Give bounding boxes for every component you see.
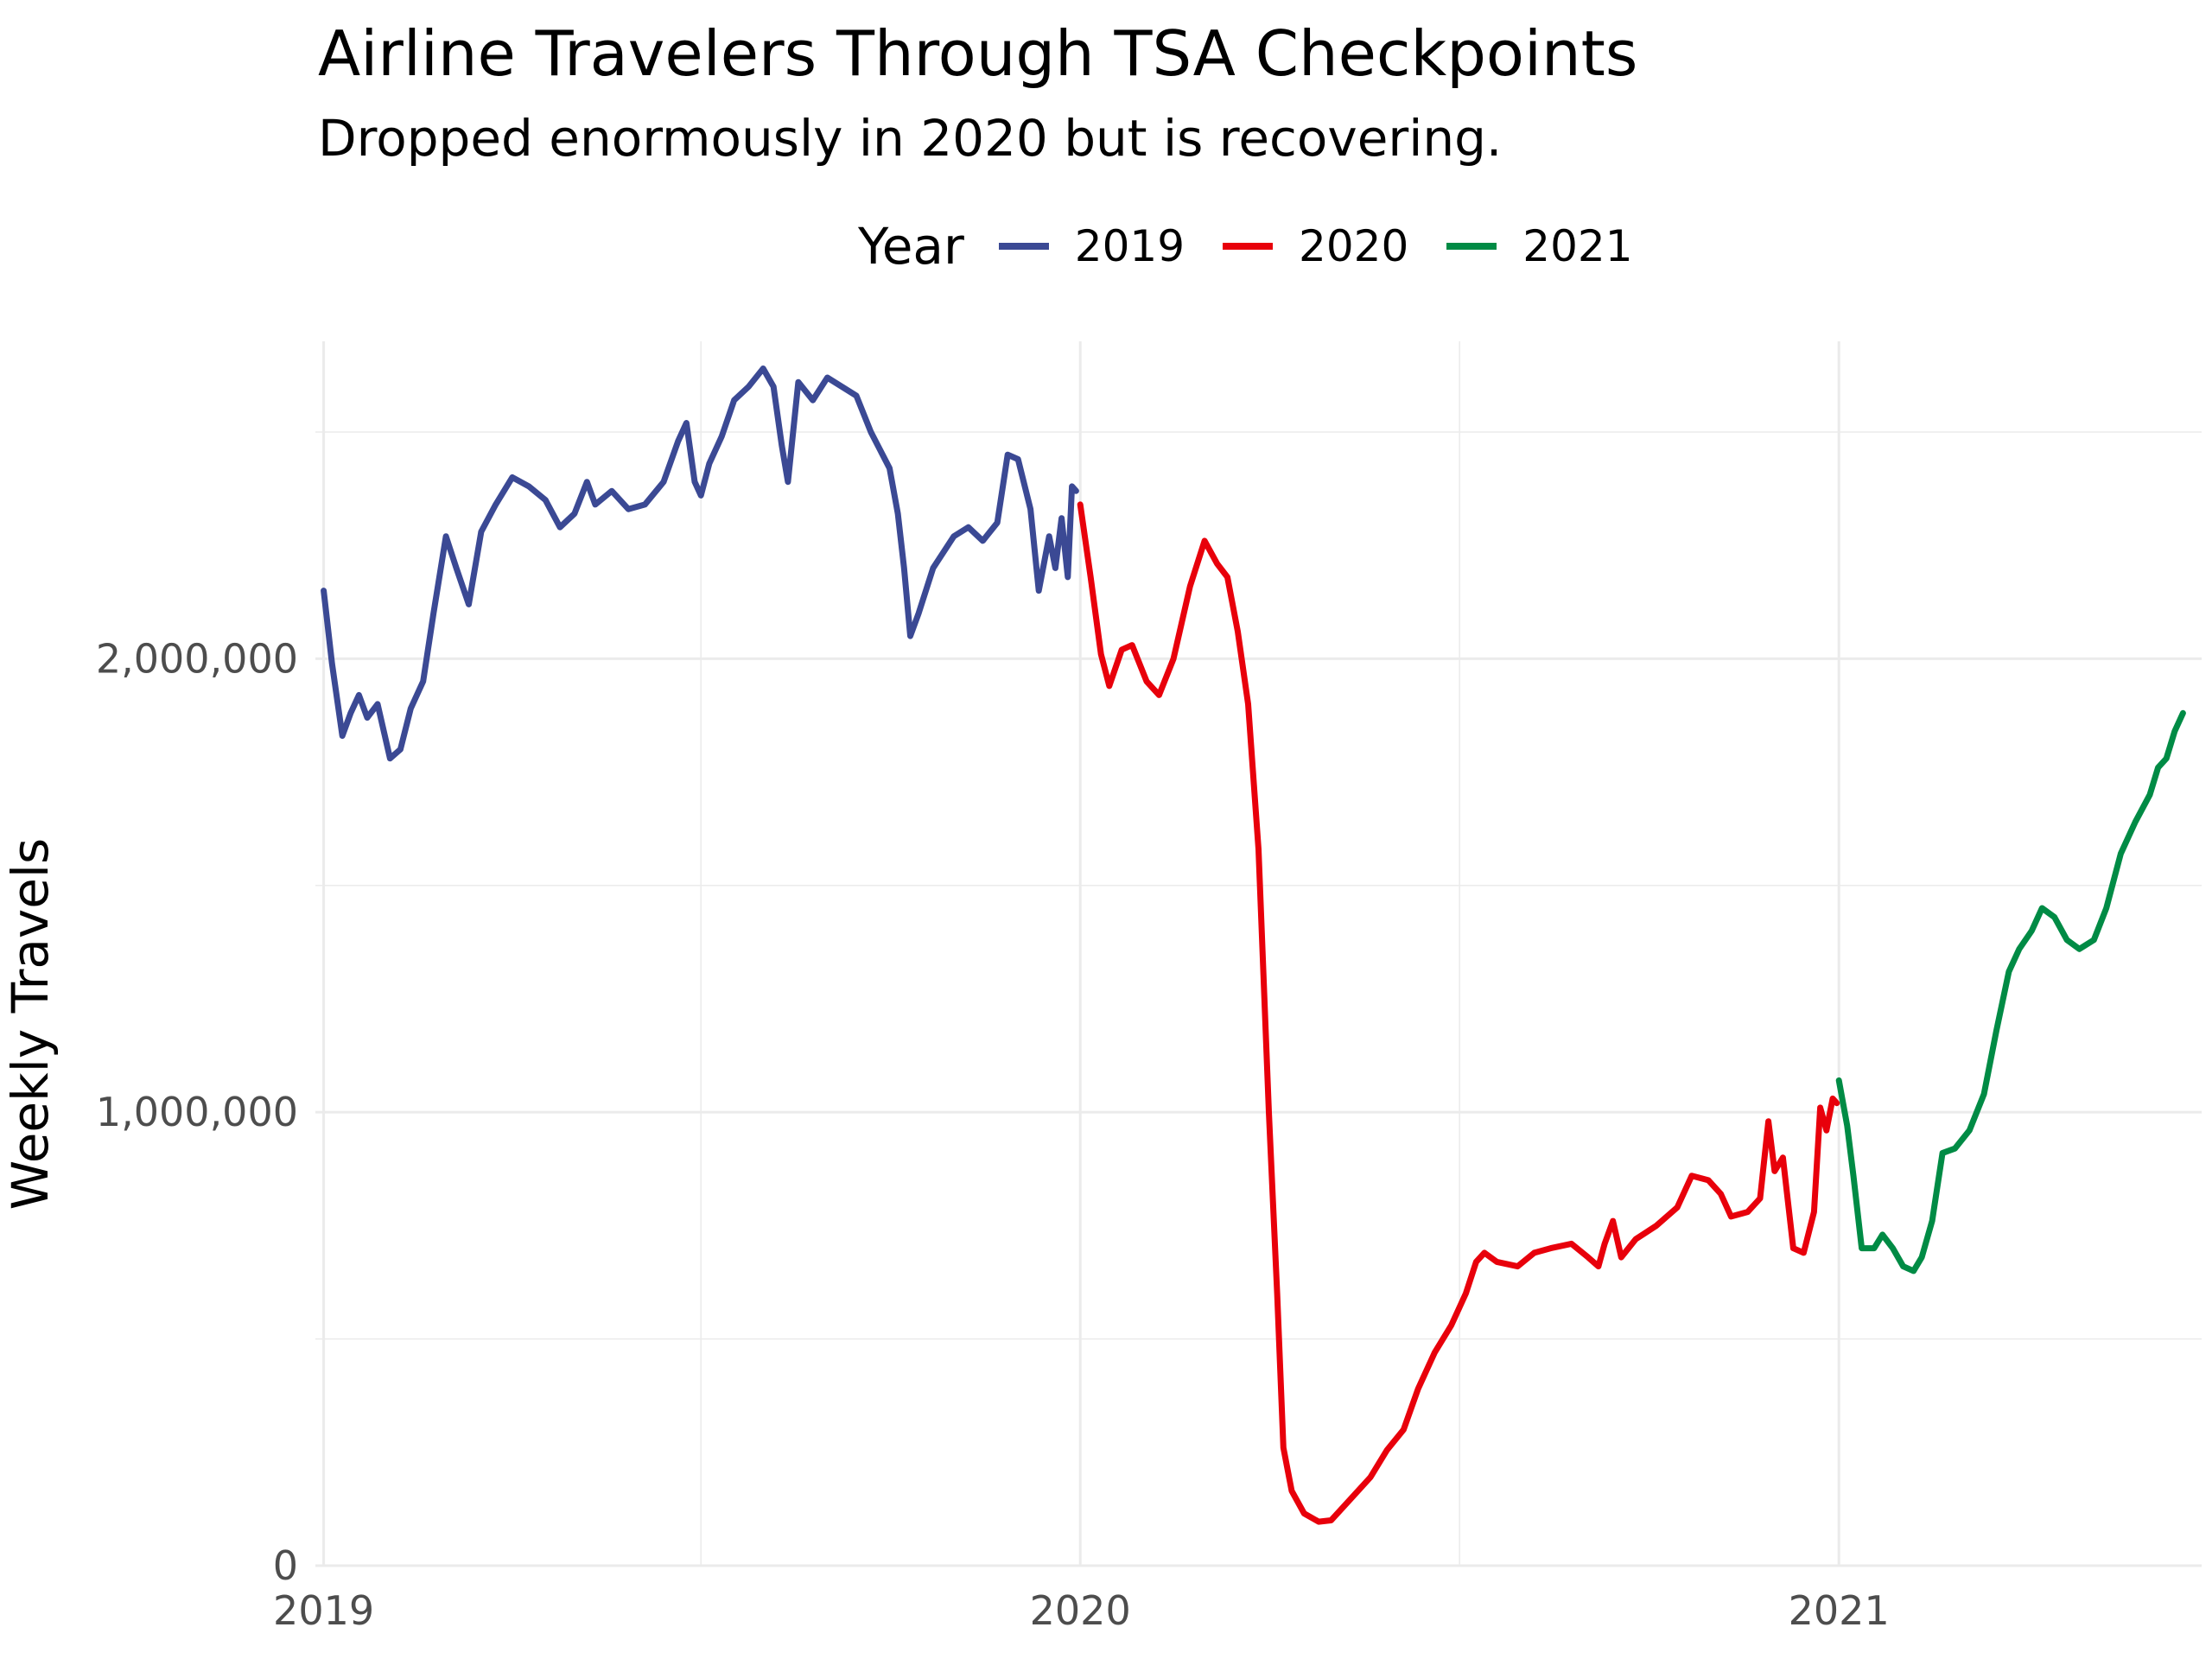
- legend-item-2020: 2020: [1223, 221, 1408, 271]
- y-axis-title: Weekly Travels: [1, 838, 60, 1210]
- legend-label-2020: 2020: [1299, 221, 1409, 271]
- chart-subtitle: Dropped enormously in 2020 but is recove…: [318, 109, 1503, 168]
- legend-item-2019: 2019: [998, 221, 1185, 271]
- chart-title: Airline Travelers Through TSA Checkpoint…: [318, 17, 1638, 90]
- y-tick-label: 1,000,000: [96, 1089, 298, 1135]
- y-tick-label: 2,000,000: [96, 635, 298, 682]
- x-tick-label: 2020: [1030, 1587, 1131, 1634]
- series-line-2021: [1835, 709, 2186, 1274]
- series-line-2020: [1077, 501, 1840, 1525]
- legend-swatch-2021: [1446, 243, 1497, 250]
- legend: Year 2019 2020 2021: [858, 216, 1671, 276]
- axis-tick-labels: 0 1,000,000 2,000,000 2019 2020 2021: [96, 635, 1890, 1634]
- legend-item-2021: 2021: [1446, 221, 1633, 271]
- series-line-2019: [321, 365, 1079, 762]
- legend-swatch-2020: [1223, 243, 1274, 250]
- x-tick-label: 2019: [273, 1587, 374, 1634]
- legend-swatch-2019: [998, 243, 1049, 250]
- x-tick-label: 2021: [1789, 1587, 1890, 1634]
- grid-lines: [315, 341, 2202, 1567]
- series-lines: [321, 365, 2186, 1525]
- legend-label-2019: 2019: [1074, 221, 1185, 271]
- legend-title: Year: [858, 217, 964, 276]
- legend-label-2021: 2021: [1522, 221, 1633, 271]
- y-tick-label: 0: [273, 1542, 298, 1589]
